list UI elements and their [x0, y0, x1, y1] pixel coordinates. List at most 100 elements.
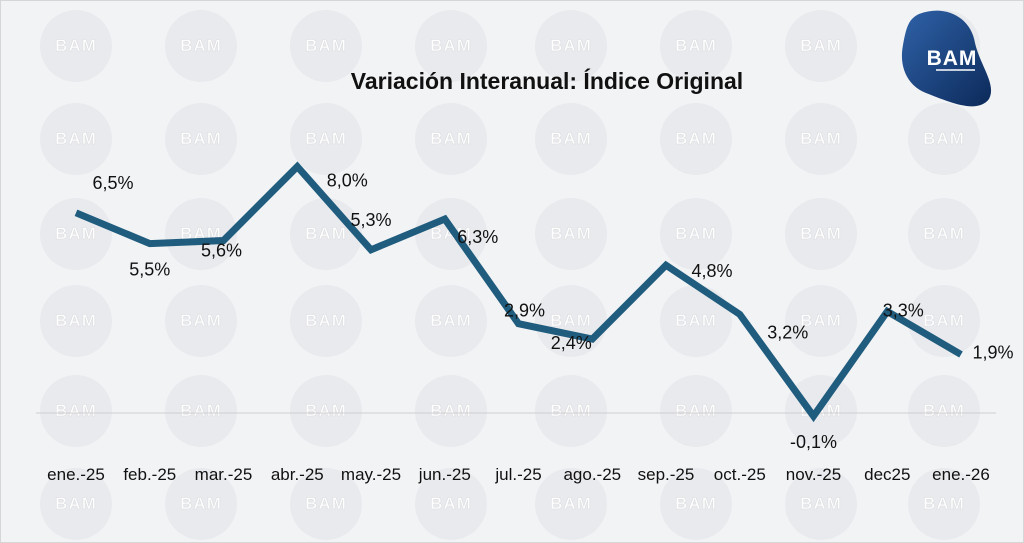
- series-line: [74, 161, 963, 423]
- watermark-text: BAM: [550, 224, 592, 243]
- data-label: 2,4%: [551, 333, 592, 353]
- data-label: 2,9%: [504, 301, 545, 321]
- watermark-disc: [40, 103, 112, 175]
- watermark-layer: BAM BAM BAM BAM BAM BAM BAM BAM BAM BAM BAM BAM BAM B…: [40, 10, 980, 540]
- watermark-text: BAM: [675, 129, 717, 148]
- data-label: -0,1%: [790, 432, 837, 452]
- watermark-text: BAM: [180, 401, 222, 420]
- data-label: 1,9%: [972, 343, 1013, 363]
- watermark-disc: [165, 103, 237, 175]
- watermark-disc: [290, 103, 362, 175]
- watermark-text: BAM: [800, 494, 842, 513]
- watermark-text: BAM: [923, 311, 965, 330]
- watermark-text: BAM: [180, 129, 222, 148]
- watermark-disc: [908, 198, 980, 270]
- watermark-disc: [660, 285, 732, 357]
- series-group: [74, 161, 963, 423]
- watermark-disc: [165, 468, 237, 540]
- watermark-text: BAM: [675, 311, 717, 330]
- x-tick-label: jun.-25: [418, 465, 471, 484]
- watermark-disc: [785, 285, 857, 357]
- watermark-disc: [908, 375, 980, 447]
- watermark-text: BAM: [305, 224, 347, 243]
- watermark-disc: [415, 468, 487, 540]
- watermark-disc: [290, 375, 362, 447]
- data-label: 6,3%: [457, 227, 498, 247]
- watermark-disc: [785, 10, 857, 82]
- watermark-text: BAM: [430, 401, 472, 420]
- watermark-disc: [165, 198, 237, 270]
- bam-logo: BAM: [901, 10, 992, 107]
- watermark-text: BAM: [55, 311, 97, 330]
- watermark-text: BAM: [675, 36, 717, 55]
- watermark-disc: [40, 375, 112, 447]
- x-tick-labels: ene.-25 feb.-25 mar.-25 abr.-25 may.-25 jun.-…: [47, 465, 990, 484]
- watermark-disc: [660, 468, 732, 540]
- watermark-text: BAM: [55, 494, 97, 513]
- watermark-text: BAM: [305, 311, 347, 330]
- watermark-disc: [535, 468, 607, 540]
- watermark-text: BAM: [800, 311, 842, 330]
- watermark-disc: [415, 103, 487, 175]
- x-tick-label: ene.-25: [47, 465, 105, 484]
- data-label: 3,3%: [883, 300, 924, 320]
- watermark-disc: [908, 468, 980, 540]
- data-labels: 6,5% 5,5% 5,6% 8,0% 5,3% 6,3% 2,9% 2,4% 4,8% 3,2%…: [92, 171, 1013, 453]
- watermark-text: BAM: [430, 129, 472, 148]
- watermark-text: BAM: [305, 401, 347, 420]
- watermark-text: BAM: [180, 311, 222, 330]
- watermark-text: BAM: [550, 36, 592, 55]
- watermark-disc: [40, 468, 112, 540]
- data-label: 4,8%: [691, 261, 732, 281]
- logo-blob: [901, 10, 992, 107]
- watermark-text: BAM: [675, 401, 717, 420]
- x-tick-label: ago.-25: [563, 465, 621, 484]
- x-tick-label: feb.-25: [123, 465, 176, 484]
- x-tick-label: sep.-25: [638, 465, 695, 484]
- watermark-text: BAM: [55, 129, 97, 148]
- watermark-text: BAM: [305, 129, 347, 148]
- watermark-disc: [290, 468, 362, 540]
- watermark-disc: [165, 285, 237, 357]
- watermark-text: BAM: [180, 494, 222, 513]
- data-label: 3,2%: [767, 322, 808, 342]
- x-tick-label: may.-25: [341, 465, 401, 484]
- watermark-text: BAM: [550, 494, 592, 513]
- watermark-disc: [40, 285, 112, 357]
- watermark-disc: [535, 198, 607, 270]
- watermark-disc: [660, 375, 732, 447]
- watermark-disc: [660, 10, 732, 82]
- watermark-disc: [290, 285, 362, 357]
- x-tick-label: mar.-25: [195, 465, 253, 484]
- chart-title: Variación Interanual: Índice Original: [351, 67, 743, 94]
- x-tick-label: abr.-25: [271, 465, 324, 484]
- watermark-text: BAM: [430, 311, 472, 330]
- data-label: 5,3%: [350, 210, 391, 230]
- watermark-text: BAM: [800, 129, 842, 148]
- watermark-disc: [415, 10, 487, 82]
- watermark-text: BAM: [675, 224, 717, 243]
- logo-text: BAM: [927, 47, 978, 70]
- x-tick-label: jul.-25: [494, 465, 541, 484]
- watermark-disc: [40, 10, 112, 82]
- watermark-text: BAM: [923, 129, 965, 148]
- watermark-text: BAM: [923, 401, 965, 420]
- data-label: 5,5%: [129, 260, 170, 280]
- watermark-disc: [785, 468, 857, 540]
- watermark-text: BAM: [800, 36, 842, 55]
- watermark-disc: [785, 198, 857, 270]
- x-tick-label: ene.-26: [932, 465, 990, 484]
- x-tick-label: nov.-25: [786, 465, 841, 484]
- watermark-disc: [908, 285, 980, 357]
- watermark-text: BAM: [305, 494, 347, 513]
- watermark-disc: [415, 285, 487, 357]
- watermark-disc: [40, 198, 112, 270]
- watermark-disc: [165, 375, 237, 447]
- watermark-text: BAM: [430, 494, 472, 513]
- watermark-disc: [535, 375, 607, 447]
- watermark-text: BAM: [180, 36, 222, 55]
- x-tick-label: oct.-25: [714, 465, 766, 484]
- data-label: 5,6%: [201, 241, 242, 261]
- watermark-disc: [660, 198, 732, 270]
